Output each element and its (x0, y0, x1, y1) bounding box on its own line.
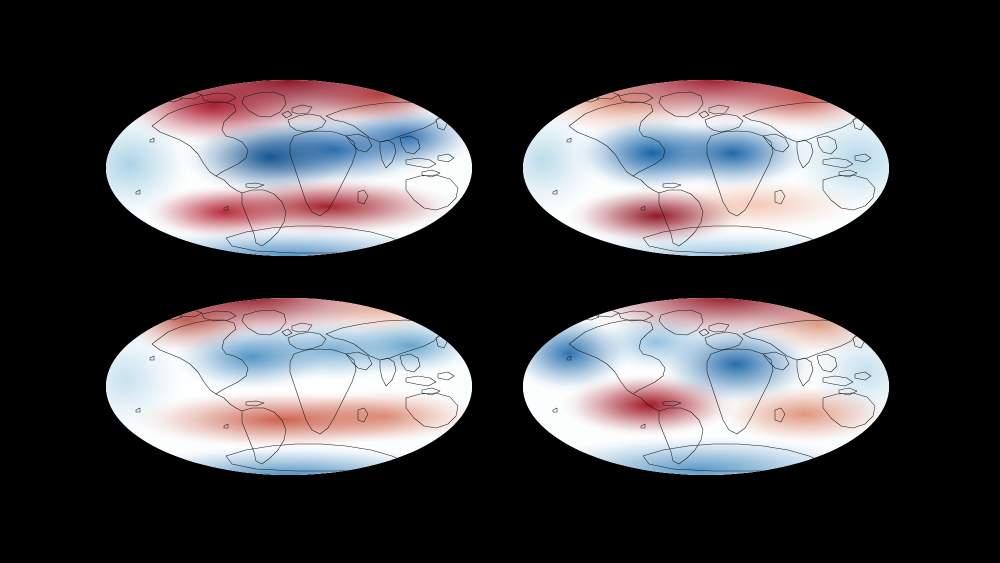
map-panel-bottom-left[interactable] (106, 298, 472, 475)
map-panel-top-left[interactable] (106, 80, 472, 256)
anomaly-colour-field (523, 298, 889, 475)
mollweide-globe (523, 298, 889, 475)
anomaly-colour-field (106, 298, 472, 475)
mollweide-globe (106, 298, 472, 475)
coastline-overlay (106, 298, 472, 475)
map-panel-bottom-right[interactable] (523, 298, 889, 475)
map-panel-top-right[interactable] (523, 80, 889, 256)
coastline-overlay (523, 298, 889, 475)
mollweide-globe (106, 80, 472, 256)
coastline-overlay (523, 80, 889, 256)
coastline-overlay (106, 80, 472, 256)
mollweide-globe (523, 80, 889, 256)
